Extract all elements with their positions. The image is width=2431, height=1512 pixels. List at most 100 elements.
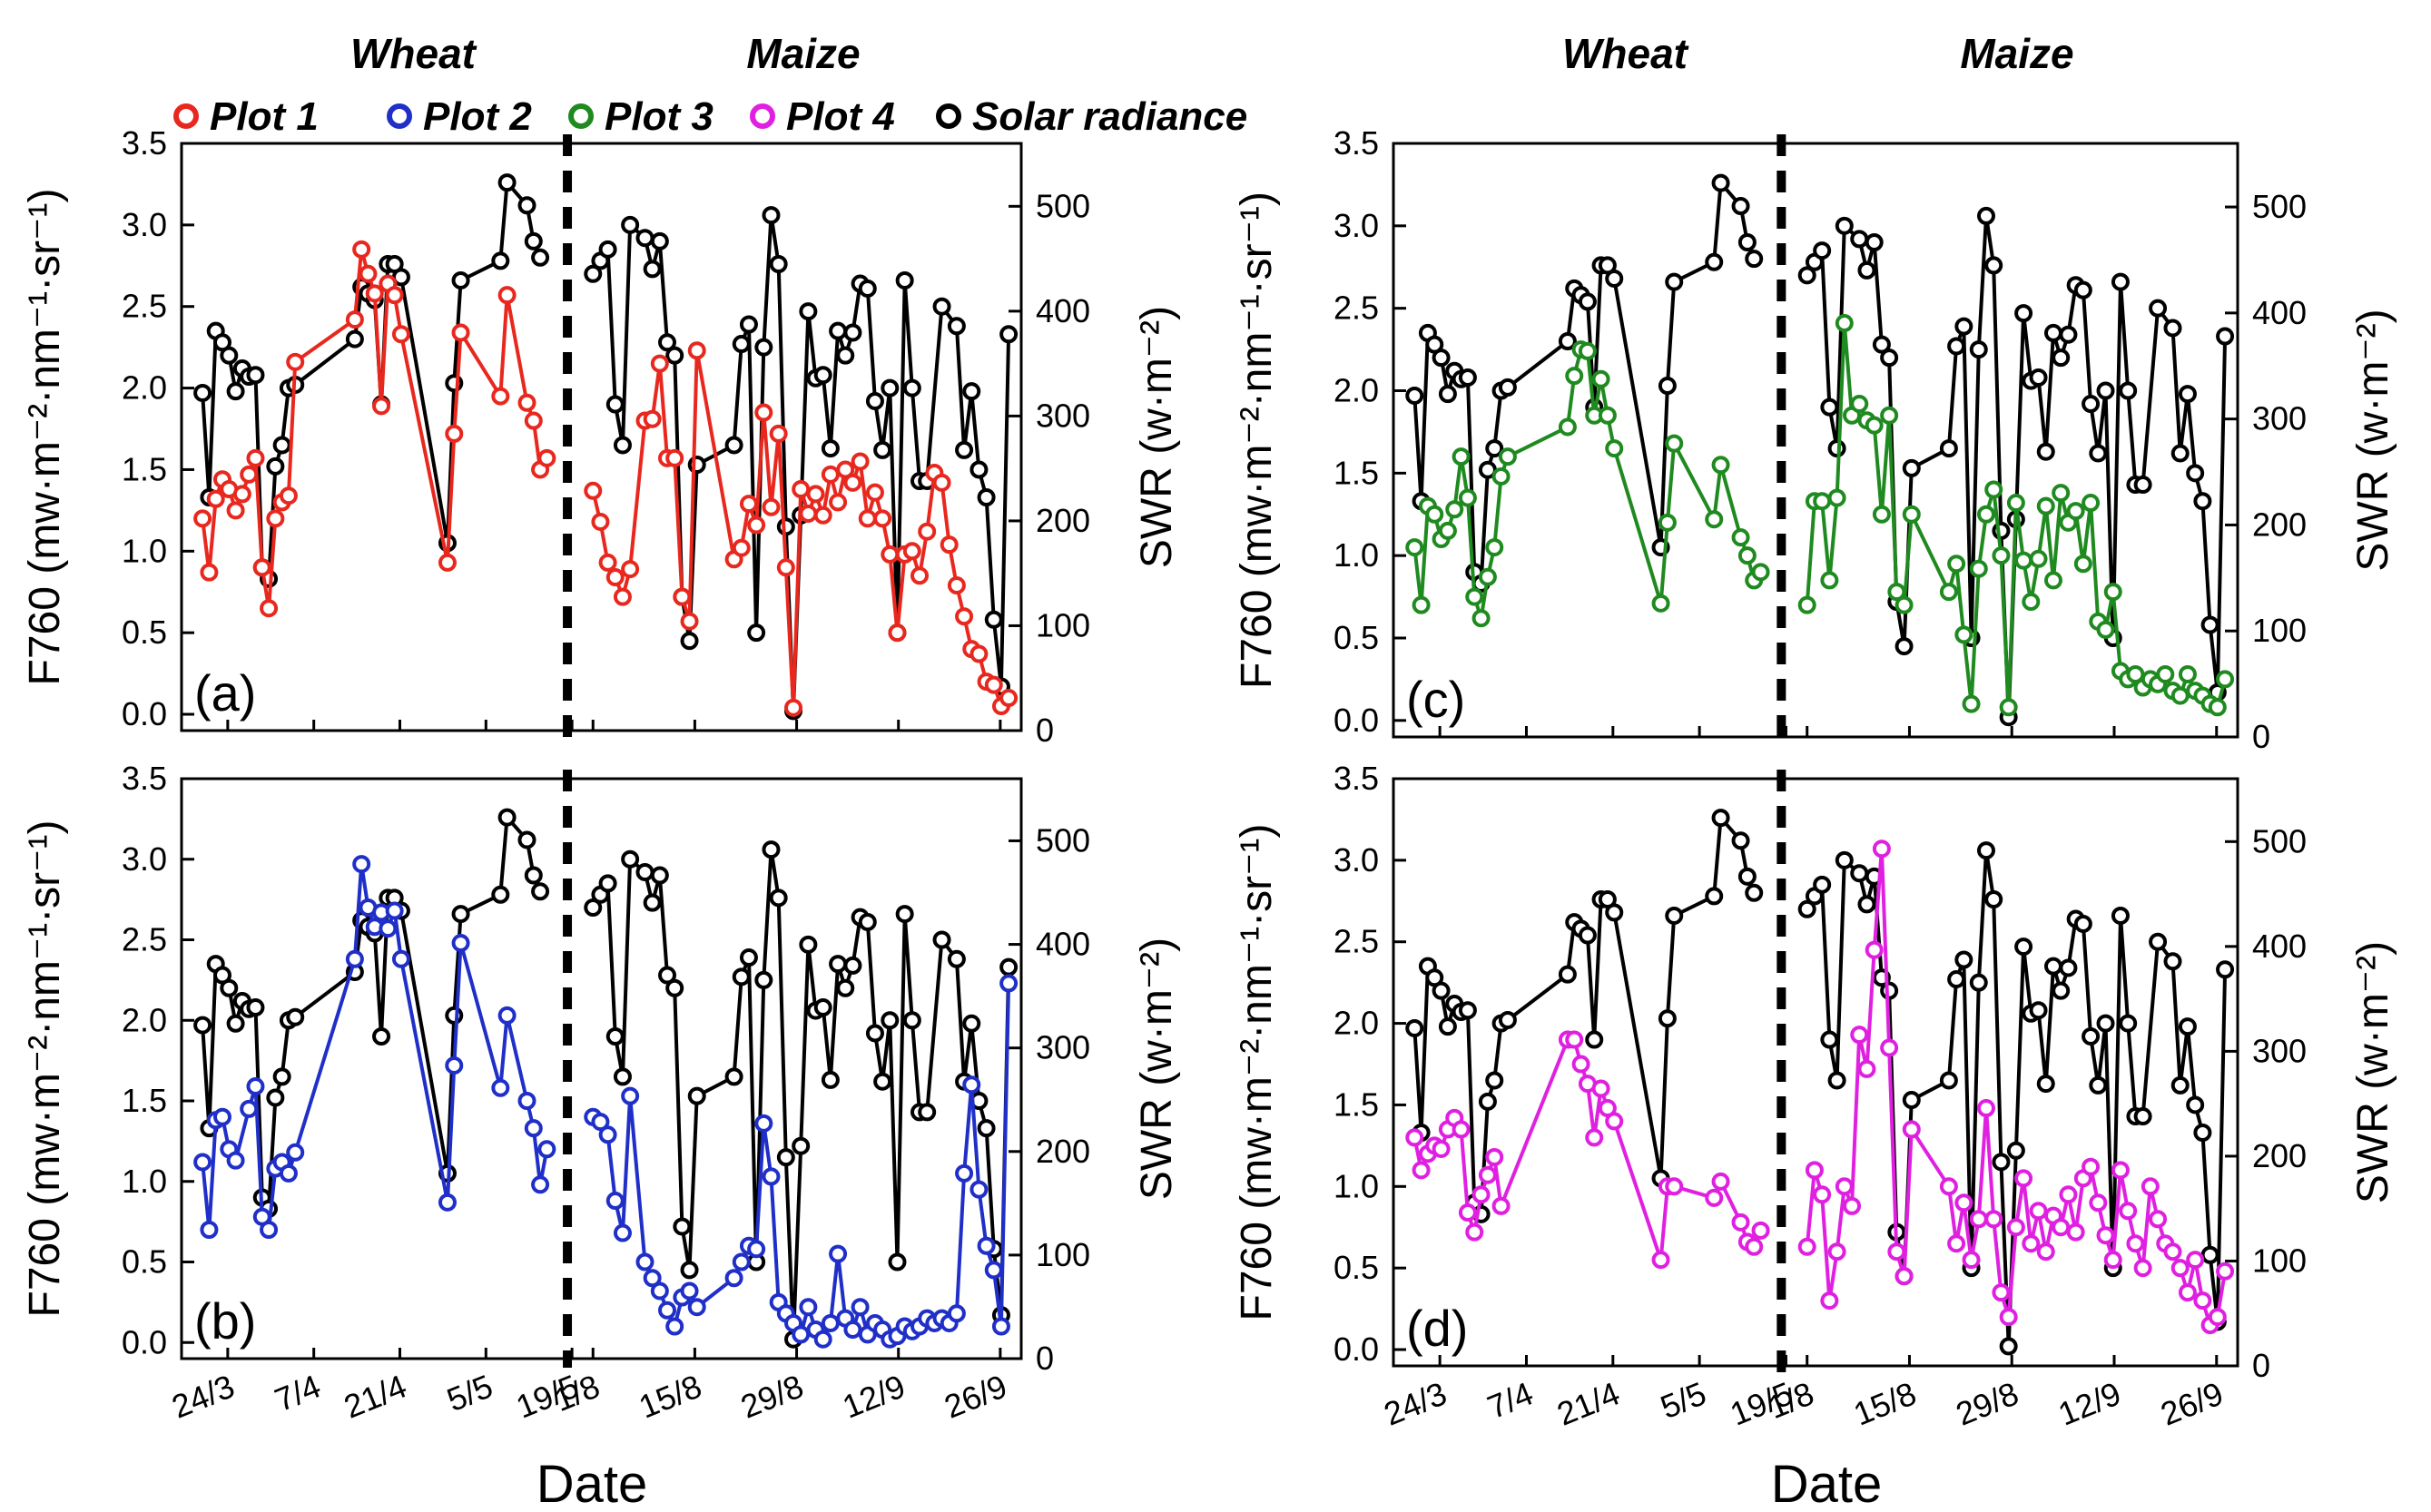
solar-radiance-maize-line [591,849,1011,1340]
plot-1-wheat-point [391,325,410,344]
plot-4-wheat-point [1432,1139,1451,1158]
solar-radiance-maize-point [1984,256,2003,275]
solar-radiance-wheat-point [193,383,212,402]
y-right-tick-label: 200 [1036,1133,1090,1170]
solar-radiance-maize-point [658,333,677,352]
solar-radiance-maize-point [2006,1141,2025,1160]
solar-radiance-maize-point [613,436,632,455]
solar-radiance-maize-point [1939,439,1958,458]
solar-radiance-maize-point [747,623,766,643]
solar-radiance-wheat-point [220,346,239,365]
plot-1-maize-point [680,612,699,631]
y-left-tick-label: 3.0 [122,840,167,878]
y-left-tick-label: 0.5 [1334,619,1379,656]
solar-radiance-wheat-point [451,270,470,290]
solar-radiance-maize-point [2082,395,2101,414]
solar-radiance-maize-point [2111,272,2130,291]
plot-1-wheat-point [537,448,556,467]
solar-radiance-maize-point [650,231,669,250]
plot-2-maize-point [762,1167,781,1186]
plot-3-maize-point [2216,670,2235,689]
crop-label-wheat-right: Wheat [1562,30,1689,77]
y-right-tick-label: 400 [2252,294,2307,331]
plot-3-maize-point [2022,593,2041,612]
plot-1-maize-point [932,473,951,492]
plot-1-maize-point [605,568,625,587]
solar-radiance-wheat-point [1485,1071,1504,1090]
panels: 0.0 0.5 1.0 1.5 2.0 2.5 3.0 3.5 0 100 200 300 400 500… [21,124,2397,1433]
plot-3-wheat-point [1598,406,1617,425]
y-right-tick-label: 0 [2252,718,2270,755]
y-right-axis-title: SWR (w·m⁻²) [2349,941,2397,1203]
solar-radiance-maize-point [895,270,914,290]
solar-radiance-maize-point [1902,1091,1921,1110]
plot-2-maize-point [955,1163,974,1183]
solar-radiance-wheat-point [1498,1010,1517,1029]
solar-radiance-maize-point [821,439,840,458]
y-right-tick-label: 300 [2252,400,2307,437]
solar-radiance-wheat-point [1578,926,1597,945]
solar-radiance-maize-point [613,1067,632,1086]
solar-radiance-maize-point [836,346,855,365]
solar-radiance-wheat-point [517,196,536,215]
plot-2-wheat-point [438,1193,457,1212]
crop-label-maize-right: Maize [1960,30,2073,77]
solar-radiance-maize-point [643,260,662,279]
plot-1-wheat-point [517,393,536,412]
solar-radiance-wheat-point [491,885,510,904]
plot-1-wheat-point [286,352,305,371]
solar-radiance-wheat-point [1605,269,1624,288]
plot-3-maize-point [1813,492,1832,511]
solar-radiance-maize-point [843,956,862,975]
y-left-tick-label: 2.5 [1334,290,1379,327]
plot-1-maize-point [673,587,692,606]
plot-2-wheat-point [385,901,404,920]
solar-radiance-maize-point [858,912,877,931]
solar-radiance-wheat-point [524,231,543,250]
plot-2-maize-point [999,974,1019,993]
y-right-tick-label: 0 [1036,1340,1054,1377]
plot-1-maize-point [739,495,758,514]
plot-1-wheat-point [279,486,298,506]
plot-1-maize-point [821,465,840,484]
solar-radiance-maize-point [858,279,877,298]
plot-3-maize-point [2156,664,2175,683]
plot-2-wheat-point [451,934,470,953]
plot-3-wheat-point [1565,367,1584,386]
plot-2-wheat-point [226,1151,245,1170]
plot-3-wheat-point [1665,434,1684,453]
plot-2-wheat-point [531,1175,550,1194]
solar-radiance-maize-point [2052,981,2071,1000]
plot-3-maize-point [2043,571,2062,590]
plot-1-maize-point [799,504,818,523]
plot-1-wheat-point [438,553,457,572]
plot-1-wheat-point [345,310,364,329]
solar-radiance-maize-point [1895,637,1914,656]
solar-radiance-maize-point [724,1067,743,1086]
plot-4-maize-point [1992,1283,2011,1302]
solar-radiance-maize-line [1805,849,2228,1347]
plot-1-maize-point [747,515,766,535]
plot-2-maize-point [658,1301,677,1320]
solar-radiance-maize-point [739,948,758,967]
plot-3-wheat-point [1425,505,1444,524]
plot-3-wheat-point [1558,417,1577,437]
solar-radiance-wheat-point [1458,368,1477,387]
solar-radiance-wheat-point [1458,1001,1477,1020]
plot-4-wheat-point [1745,1237,1764,1256]
plot-1-maize-point [969,644,989,663]
x-tick-label: 21/4 [339,1367,411,1425]
solar-radiance-maize-point [680,632,699,651]
solar-radiance-maize-point [2170,444,2190,463]
solar-radiance-maize-point [1947,337,1966,356]
solar-radiance-maize-point [873,1072,892,1091]
solar-radiance-maize-point [881,378,900,398]
plot-4-maize-point [1865,940,1884,959]
plot-4-maize-point [2059,1185,2078,1204]
plot-1-maize-point [584,481,603,500]
plot-1-wheat-point [385,286,404,305]
plot-3-maize-point [2208,698,2227,717]
y-right-tick-label: 300 [2252,1032,2307,1069]
plot-4-maize-point [2119,1202,2138,1221]
